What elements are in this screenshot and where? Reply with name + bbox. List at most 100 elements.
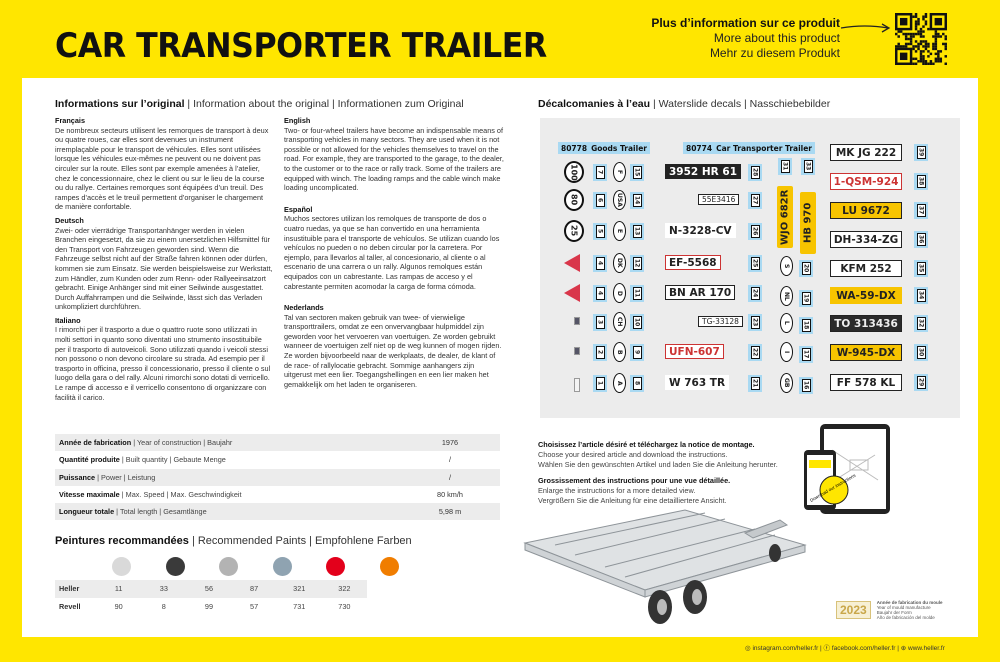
- info-column-right: English Two- or four-wheel trailers have …: [284, 116, 504, 393]
- spec-label: Longueur totale | Total length | Gesamtl…: [59, 507, 400, 516]
- spec-label: Quantité produite | Built quantity | Geb…: [59, 455, 400, 464]
- number-tag: 26: [748, 223, 762, 240]
- info-section-english: English Two- or four-wheel trailers have …: [284, 116, 504, 193]
- license-plate: UFN-607: [665, 344, 724, 359]
- country-oval: F: [613, 162, 626, 182]
- license-plate: BN AR 170: [665, 285, 736, 300]
- number-tag: 32: [914, 315, 928, 332]
- info-section-text: Muchos sectores utilizan los remolques d…: [284, 214, 500, 291]
- speed-sign: 100: [564, 161, 584, 183]
- small-decal: [574, 317, 580, 325]
- instagram-link[interactable]: instagram.com/heller.fr: [752, 645, 819, 652]
- license-plate-vertical: HB 970: [800, 192, 816, 254]
- number-tag-label: 28: [750, 166, 760, 179]
- number-tag-label: 25: [750, 257, 760, 270]
- info-section-title: Español: [284, 204, 313, 214]
- paint-brand: Revell: [59, 601, 81, 611]
- spec-value: 80 km/h: [437, 490, 463, 500]
- number-tag: 37: [914, 202, 928, 219]
- license-plate: MK JG 222: [830, 144, 902, 161]
- number-tag: 18: [799, 317, 813, 334]
- number-tag-label: 11: [632, 287, 642, 300]
- website-link[interactable]: www.heller.fr: [908, 645, 945, 652]
- more-info-en: More about this product: [713, 31, 840, 45]
- license-plate: W 763 TR: [665, 375, 730, 390]
- paint-swatch: [219, 557, 238, 576]
- number-tag-label: 14: [632, 194, 642, 207]
- number-tag-label: 23: [750, 316, 760, 329]
- spec-label-rest: | Built quantity | Gebaute Menge: [119, 455, 226, 465]
- number-tag-label: 27: [750, 194, 760, 207]
- info-heading: Informations sur l’original | Informatio…: [55, 98, 464, 110]
- country-oval: B: [613, 342, 626, 362]
- number-tag-label: 15: [632, 166, 642, 179]
- number-tag-label: 35: [916, 262, 926, 275]
- web-icon: ⊕: [900, 645, 907, 652]
- license-plate: WA-59-DX: [830, 287, 902, 304]
- qr-code-icon[interactable]: [895, 13, 947, 65]
- info-section-title: Italiano: [55, 315, 81, 325]
- info-section-deutsch: Deutsch Zwei- oder vierrädrige Transporta…: [55, 216, 273, 312]
- tablet-phone-image: Download our instructions: [804, 424, 890, 514]
- number-tag: 21: [748, 375, 762, 392]
- trailer-image: [523, 509, 807, 624]
- number-tag-label: 4: [595, 257, 605, 270]
- number-tag: 27: [748, 192, 762, 209]
- spec-table: Année de fabrication | Year of construct…: [55, 434, 500, 521]
- spec-value: 1976: [441, 438, 459, 448]
- paint-swatches: [112, 557, 399, 576]
- license-plate: W-945-DX: [830, 344, 902, 361]
- spec-row: Puissance | Power | Leistung /: [55, 468, 500, 486]
- number-tag-label: 18: [801, 319, 811, 332]
- paint-row: Heller 11 33 56 87 321 322: [55, 580, 367, 598]
- footer: ◎ instagram.com/heller.fr | ⓕ facebook.c…: [745, 645, 945, 652]
- number-tag-label: 37: [916, 204, 926, 217]
- speed-sign: 80: [564, 189, 584, 211]
- number-tag-label: 22: [750, 346, 760, 359]
- more-info-de: Mehr zu diesem Produkt: [709, 46, 840, 60]
- license-plate-vertical: WJO 682R: [777, 186, 793, 248]
- number-tag-label: 2: [595, 346, 605, 359]
- number-tag: 24: [748, 285, 762, 302]
- number-tag: 4: [593, 285, 607, 302]
- license-plate: EF-5568: [665, 255, 721, 270]
- spec-label: Année de fabrication | Year of construct…: [59, 438, 400, 447]
- paint-swatch: [326, 557, 345, 576]
- info-section-français: Français De nombreux secteurs utilisent l…: [55, 116, 273, 212]
- small-decal: [574, 378, 580, 392]
- paint-code: 321: [293, 584, 306, 594]
- number-tag: 3: [593, 314, 607, 331]
- number-tag-label: 19: [801, 292, 811, 305]
- paint-brand: Heller: [59, 584, 80, 594]
- number-tag: 8: [630, 375, 644, 392]
- number-tag: 20: [799, 260, 813, 277]
- number-tag-label: 33: [803, 160, 813, 173]
- more-info-fr: Plus d’information sur ce produit: [651, 16, 840, 30]
- number-tag: 36: [914, 231, 928, 248]
- paint-row: Revell 90 8 99 57 731 730: [55, 598, 367, 616]
- number-tag: 31: [778, 158, 792, 175]
- number-tag-label: 21: [750, 377, 760, 390]
- license-plate: TO 313436: [830, 315, 902, 332]
- country-oval: DK: [613, 253, 626, 273]
- number-tag-label: 36: [916, 233, 926, 246]
- spec-label-rest: | Power | Leistung: [95, 472, 156, 482]
- mould-year-badge: 2023: [836, 601, 871, 619]
- number-tag: 29: [914, 374, 928, 391]
- number-tag: 9: [630, 344, 644, 361]
- number-tag-label: 10: [632, 316, 642, 329]
- spec-value: /: [448, 455, 452, 465]
- facebook-link[interactable]: facebook.com/heller.fr: [831, 645, 896, 652]
- number-tag: 11: [630, 285, 644, 302]
- number-tag-label: 32: [916, 317, 926, 330]
- country-oval: L: [780, 313, 793, 333]
- info-section-nederlands: Nederlands Tal van sectoren maken gebruik…: [284, 303, 504, 389]
- country-oval: A: [613, 373, 626, 393]
- decal-label-code: 80774: [686, 143, 713, 153]
- info-section-español: Español Muchos sectores utilizan los remo…: [284, 205, 504, 291]
- spec-label-fr: Vitesse maximale: [59, 490, 120, 500]
- info-section-text: Two- or four-wheel trailers have become …: [284, 125, 504, 193]
- paint-code: 11: [114, 584, 123, 594]
- number-tag: 17: [799, 346, 813, 363]
- decals-heading: Décalcomanies à l’eau | Waterslide decal…: [538, 98, 831, 110]
